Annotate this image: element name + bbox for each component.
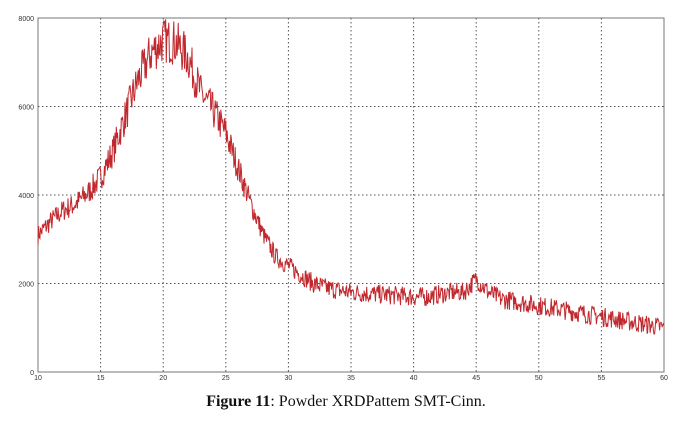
y-tick-label: 6000	[18, 105, 34, 112]
x-tick-label: 55	[598, 375, 606, 382]
grid	[38, 18, 664, 372]
figure-label: Figure 11	[206, 393, 271, 410]
y-tick-label: 8000	[18, 16, 34, 23]
x-tick-label: 50	[535, 375, 543, 382]
y-tick-label: 2000	[18, 282, 34, 289]
figure-caption-text: : Powder XRDPattem SMT-Cinn.	[270, 393, 486, 410]
x-tick-label: 25	[222, 375, 230, 382]
x-tick-label: 60	[660, 375, 668, 382]
y-tick-label: 0	[30, 370, 34, 377]
x-tick-label: 45	[472, 375, 480, 382]
tick-labels: 10 15 20 25 30 35 40 45 50 55 60 0 2000 4000 6000 8000	[18, 16, 668, 382]
xrd-chart: 10 15 20 25 30 35 40 45 50 55 60 0 2000 4000 6000 8000	[18, 16, 668, 382]
x-tick-label: 10	[34, 375, 42, 382]
figure-caption: Figure 11: Powder XRDPattem SMT-Cinn.	[0, 393, 692, 411]
x-tick-label: 40	[410, 375, 418, 382]
x-tick-label: 35	[347, 375, 355, 382]
series-layer	[37, 19, 665, 335]
x-tick-label: 30	[285, 375, 293, 382]
x-tick-label: 20	[159, 375, 167, 382]
y-tick-label: 4000	[18, 193, 34, 200]
xrd-series-line	[37, 19, 665, 335]
x-tick-label: 15	[97, 375, 105, 382]
